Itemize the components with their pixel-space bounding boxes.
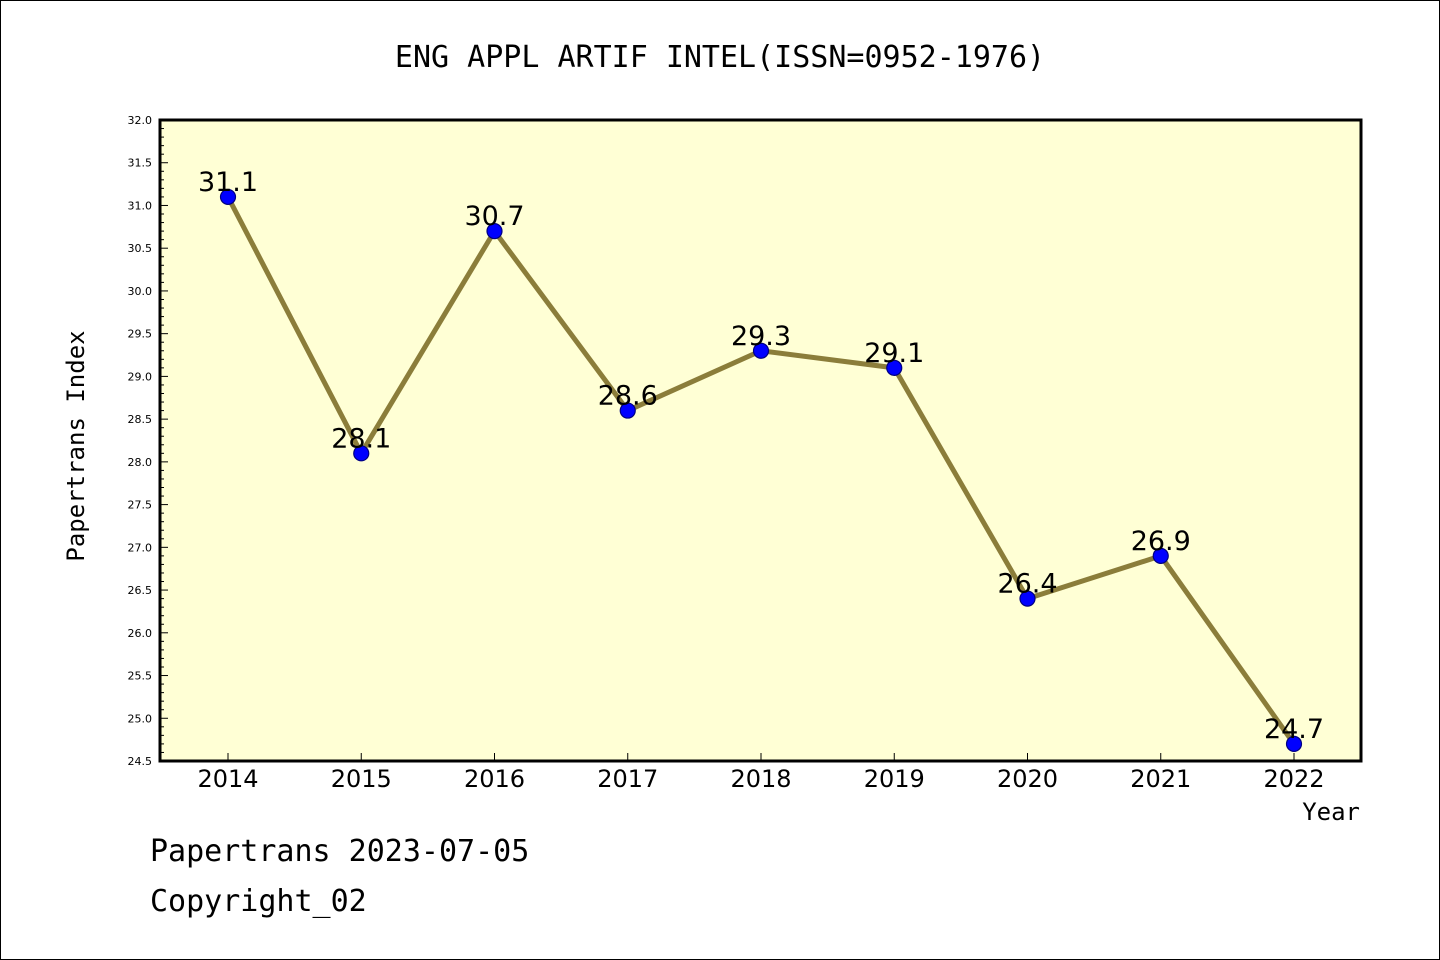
y-tick-label: 28.0 — [128, 456, 153, 469]
chart-title: ENG APPL ARTIF INTEL(ISSN=0952-1976) — [395, 40, 1045, 75]
data-label-2022: 24.7 — [1264, 714, 1324, 745]
y-tick-label: 26.5 — [128, 584, 153, 597]
y-tick-label: 27.5 — [128, 499, 153, 512]
y-tick-label: 31.5 — [128, 157, 153, 170]
y-tick-label: 27.0 — [128, 541, 153, 554]
data-point-2016 — [486, 223, 503, 240]
y-tick-label: 32.0 — [128, 114, 153, 127]
footer-date: Papertrans 2023-07-05 — [150, 834, 530, 869]
y-tick-label: 25.5 — [128, 670, 153, 683]
data-point-2020 — [1019, 590, 1036, 607]
x-tick-label: 2018 — [730, 765, 791, 793]
y-tick-label: 24.5 — [128, 755, 153, 768]
y-tick-label: 30.0 — [128, 285, 153, 298]
plot-border — [158, 118, 1363, 763]
data-labels: 31.1 28.1 30.7 28.6 29.3 29.1 26.4 26.9 24.7 — [198, 167, 1324, 745]
data-point-2021 — [1152, 547, 1169, 564]
x-tick-label: 2014 — [197, 765, 258, 793]
data-point-2014 — [219, 188, 237, 206]
data-label-2020: 26.4 — [997, 569, 1057, 600]
data-label-2016: 30.7 — [464, 201, 524, 232]
x-tick-label: 2021 — [1130, 765, 1191, 793]
footer-copyright: Copyright_02 — [150, 884, 367, 919]
data-label-2018: 29.3 — [731, 321, 791, 352]
y-axis-label: Papertrans Index — [62, 330, 90, 561]
data-label-2015: 28.1 — [331, 423, 391, 454]
x-tick-label: 2020 — [997, 765, 1058, 793]
y-tick-label: 31.0 — [128, 199, 153, 212]
plot-area — [160, 120, 1361, 761]
y-tick-label: 28.5 — [128, 413, 153, 426]
y-tick-label: 30.5 — [128, 242, 153, 255]
data-point-2017 — [619, 402, 636, 419]
x-tick-label: 2016 — [464, 765, 525, 793]
y-tick-label: 25.0 — [128, 712, 153, 725]
y-tick-label: 26.0 — [128, 627, 153, 640]
data-point-2019 — [886, 359, 903, 376]
y-tick-label: 29.0 — [128, 370, 153, 383]
x-tick-label: 2017 — [597, 765, 658, 793]
data-label-2017: 28.6 — [598, 381, 658, 412]
data-label-2019: 29.1 — [864, 338, 924, 369]
data-point-2015 — [353, 445, 370, 462]
x-tick-label: 2015 — [331, 765, 392, 793]
y-tick-label: 29.5 — [128, 328, 153, 341]
x-tick-label: 2019 — [864, 765, 925, 793]
data-markers — [219, 188, 1303, 753]
data-point-2022 — [1285, 735, 1303, 753]
x-axis-label: Year — [1302, 798, 1360, 826]
y-axis-ticks: 24.5 25.0 25.5 26.0 26.5 27.0 27.5 28.0 28.5 29.0… — [128, 114, 168, 768]
x-axis-ticks: 2014 2015 2016 2017 2018 2019 2020 2021 2022 — [197, 753, 1325, 793]
data-label-2014: 31.1 — [198, 167, 258, 198]
data-point-2018 — [752, 342, 770, 359]
x-tick-label: 2022 — [1263, 765, 1324, 793]
data-label-2021: 26.9 — [1131, 526, 1191, 557]
